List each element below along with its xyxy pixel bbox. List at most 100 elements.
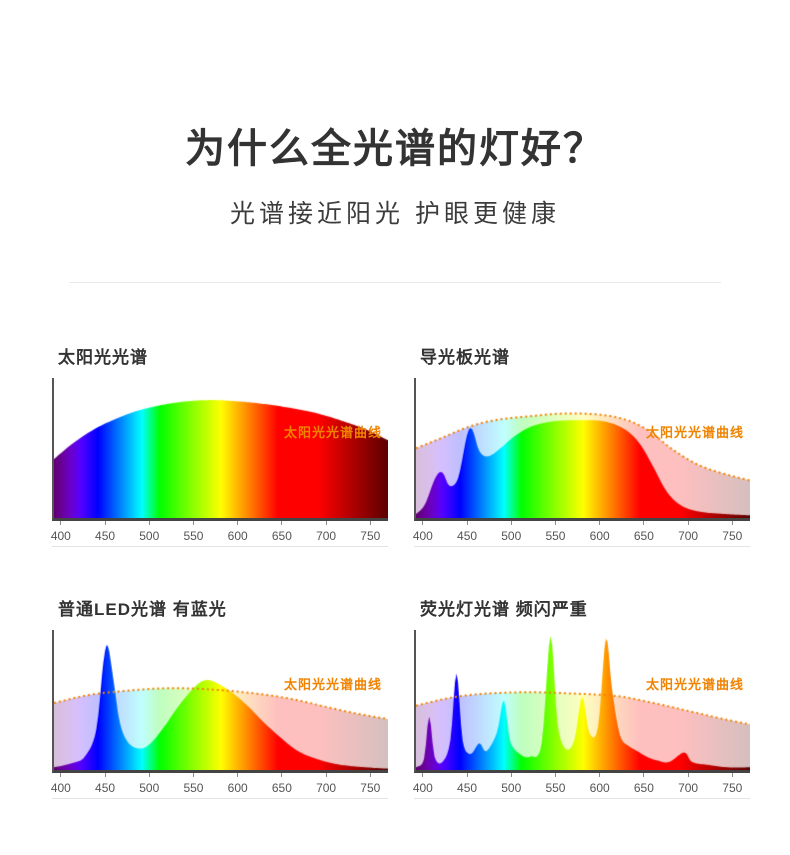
x-tick-400: 400: [51, 521, 71, 545]
tick-mark: [148, 521, 150, 525]
tick-mark: [60, 521, 62, 525]
chart-title: 导光板光谱: [420, 348, 510, 367]
x-tick-450: 450: [95, 773, 115, 797]
x-tick-450: 450: [457, 521, 477, 545]
x-tick-700: 700: [678, 521, 698, 545]
spectrum-canvas-fluorescent: [416, 630, 750, 770]
sunlight-curve-label: 太阳光光谱曲线: [645, 677, 744, 692]
tick-label: 400: [50, 529, 71, 543]
sunlight-curve-label: 太阳光光谱曲线: [645, 425, 744, 440]
tick-mark: [237, 521, 239, 525]
tick-label: 550: [183, 529, 204, 543]
plot-area: 太阳光光谱曲线: [414, 630, 750, 773]
x-tick-600: 600: [590, 521, 610, 545]
x-tick-700: 700: [316, 521, 336, 545]
tick-label: 750: [360, 781, 381, 795]
tick-mark: [369, 521, 371, 525]
x-tick-500: 500: [501, 521, 521, 545]
tick-mark: [192, 521, 194, 525]
tick-label: 600: [227, 529, 248, 543]
x-tick-400: 400: [413, 521, 433, 545]
chart-panel-lightguide: 导光板光谱 太阳光光谱曲线 400 450 500 550 600 650 700 750: [413, 343, 750, 547]
tick-mark: [60, 773, 62, 777]
tick-mark: [369, 773, 371, 777]
x-tick-550: 550: [545, 773, 565, 797]
tick-label: 550: [545, 781, 566, 795]
tick-mark: [104, 521, 106, 525]
x-tick-750: 750: [360, 521, 380, 545]
x-tick-600: 600: [228, 773, 248, 797]
tick-label: 700: [316, 529, 337, 543]
tick-mark: [422, 521, 424, 525]
tick-mark: [643, 773, 645, 777]
x-tick-500: 500: [139, 773, 159, 797]
page-subtitle: 光谱接近阳光 护眼更健康: [230, 200, 560, 228]
spectrum-canvas-lightguide: [416, 378, 750, 518]
x-tick-550: 550: [183, 773, 203, 797]
chart-panel-fluorescent: 荧光灯光谱 频闪严重 太阳光光谱曲线 400 450 500 550 600 650 700…: [413, 595, 750, 799]
tick-label: 400: [50, 781, 71, 795]
spectrum-canvas-led: [54, 630, 388, 770]
tick-mark: [510, 773, 512, 777]
tick-mark: [599, 773, 601, 777]
tick-label: 650: [633, 529, 654, 543]
tick-mark: [687, 521, 689, 525]
x-tick-700: 700: [316, 773, 336, 797]
tick-label: 450: [457, 781, 478, 795]
tick-label: 500: [139, 781, 160, 795]
tick-mark: [466, 521, 468, 525]
x-tick-650: 650: [634, 773, 654, 797]
tick-label: 450: [95, 529, 116, 543]
charts-grid: 太阳光光谱 太阳光光谱曲线 400 450 500 550 600 650 700 750 导…: [0, 283, 790, 799]
tick-mark: [554, 521, 556, 525]
x-tick-600: 600: [590, 773, 610, 797]
tick-mark: [643, 521, 645, 525]
tick-mark: [687, 773, 689, 777]
x-tick-550: 550: [183, 521, 203, 545]
tick-label: 450: [95, 781, 116, 795]
chart-title: 普通LED光谱 有蓝光: [58, 600, 227, 619]
tick-mark: [731, 773, 733, 777]
tick-mark: [510, 521, 512, 525]
chart-title: 荧光灯光谱 频闪严重: [420, 600, 588, 619]
x-tick-750: 750: [722, 521, 742, 545]
tick-label: 400: [412, 529, 433, 543]
x-axis-ticks: 400 450 500 550 600 650 700 750: [413, 773, 750, 799]
x-tick-650: 650: [272, 521, 292, 545]
tick-mark: [237, 773, 239, 777]
x-tick-400: 400: [413, 773, 433, 797]
x-tick-750: 750: [722, 773, 742, 797]
tick-mark: [599, 521, 601, 525]
x-tick-600: 600: [228, 521, 248, 545]
tick-label: 650: [271, 529, 292, 543]
divider: [69, 282, 721, 283]
tick-mark: [148, 773, 150, 777]
x-tick-750: 750: [360, 773, 380, 797]
tick-label: 400: [412, 781, 433, 795]
tick-label: 550: [183, 781, 204, 795]
tick-mark: [192, 773, 194, 777]
page-title: 为什么全光谱的灯好？: [185, 127, 605, 171]
tick-mark: [554, 773, 556, 777]
tick-label: 600: [589, 529, 610, 543]
tick-label: 500: [501, 529, 522, 543]
tick-mark: [325, 773, 327, 777]
x-tick-650: 650: [634, 521, 654, 545]
tick-label: 450: [457, 529, 478, 543]
tick-label: 700: [678, 781, 699, 795]
tick-label: 650: [633, 781, 654, 795]
x-tick-450: 450: [457, 773, 477, 797]
tick-mark: [281, 521, 283, 525]
tick-mark: [104, 773, 106, 777]
tick-mark: [466, 773, 468, 777]
x-axis-ticks: 400 450 500 550 600 650 700 750: [413, 521, 750, 547]
tick-label: 550: [545, 529, 566, 543]
spectrum-canvas-sunlight: [54, 378, 388, 518]
tick-label: 600: [589, 781, 610, 795]
tick-label: 750: [360, 529, 381, 543]
tick-label: 650: [271, 781, 292, 795]
x-tick-500: 500: [501, 773, 521, 797]
plot-area: 太阳光光谱曲线: [414, 378, 750, 521]
x-tick-400: 400: [51, 773, 71, 797]
